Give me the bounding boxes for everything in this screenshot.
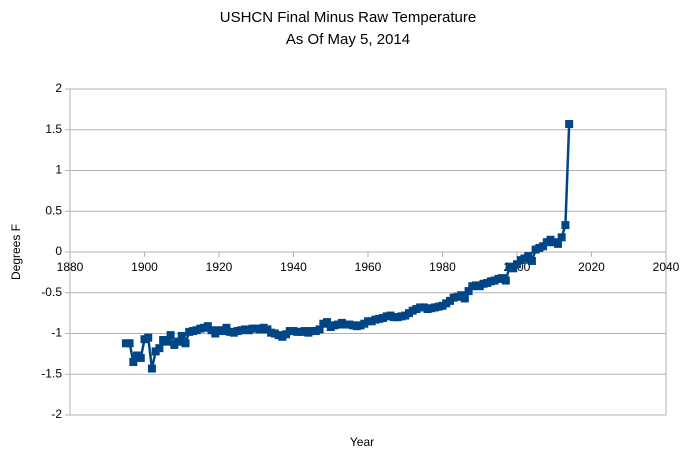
data-point: [162, 337, 171, 346]
y-tick-label: -1: [51, 326, 62, 340]
data-point: [501, 276, 510, 285]
data-point: [557, 233, 566, 242]
y-tick-label: -0.5: [41, 285, 62, 299]
data-point: [561, 221, 570, 230]
data-point: [203, 322, 212, 331]
data-point: [527, 256, 536, 265]
data-point: [323, 318, 332, 327]
y-tick-label: 1.5: [45, 122, 62, 136]
data-point: [524, 252, 533, 261]
x-tick-label: 1980: [429, 260, 456, 274]
y-tick-label: 0: [55, 244, 62, 258]
chart-title: USHCN Final Minus Raw Temperature: [220, 9, 476, 26]
data-point: [177, 331, 186, 340]
data-point: [315, 325, 324, 334]
data-point: [464, 287, 473, 296]
data-point: [147, 364, 156, 373]
data-point: [553, 239, 562, 248]
data-point: [509, 264, 518, 273]
x-tick-label: 1880: [57, 260, 84, 274]
y-tick-label: 2: [55, 81, 62, 95]
data-point: [166, 331, 175, 340]
data-point: [144, 333, 153, 342]
y-tick-label: -1.5: [41, 366, 62, 380]
data-point: [565, 120, 574, 129]
data-point: [539, 242, 548, 251]
x-axis-label: Year: [350, 435, 374, 449]
x-tick-label: 1920: [206, 260, 233, 274]
data-point: [513, 260, 521, 269]
data-point: [155, 344, 164, 353]
y-tick-label: 0.5: [45, 203, 62, 217]
x-tick-label: 1900: [131, 260, 158, 274]
chart-subtitle: As Of May 5, 2014: [286, 31, 410, 48]
data-point: [222, 323, 231, 332]
x-tick-label: 1940: [280, 260, 307, 274]
x-tick-label: 1960: [355, 260, 382, 274]
x-tick-label: 2040: [653, 260, 680, 274]
y-tick-label: -2: [51, 407, 62, 421]
data-point: [129, 358, 138, 367]
data-point: [136, 353, 145, 362]
x-tick-label: 2020: [578, 260, 605, 274]
data-point: [174, 337, 183, 346]
data-point: [460, 294, 469, 303]
data-point: [125, 339, 134, 348]
y-axis-label: Degrees F: [9, 224, 23, 280]
data-point: [181, 339, 190, 348]
y-tick-label: 1: [55, 163, 62, 177]
